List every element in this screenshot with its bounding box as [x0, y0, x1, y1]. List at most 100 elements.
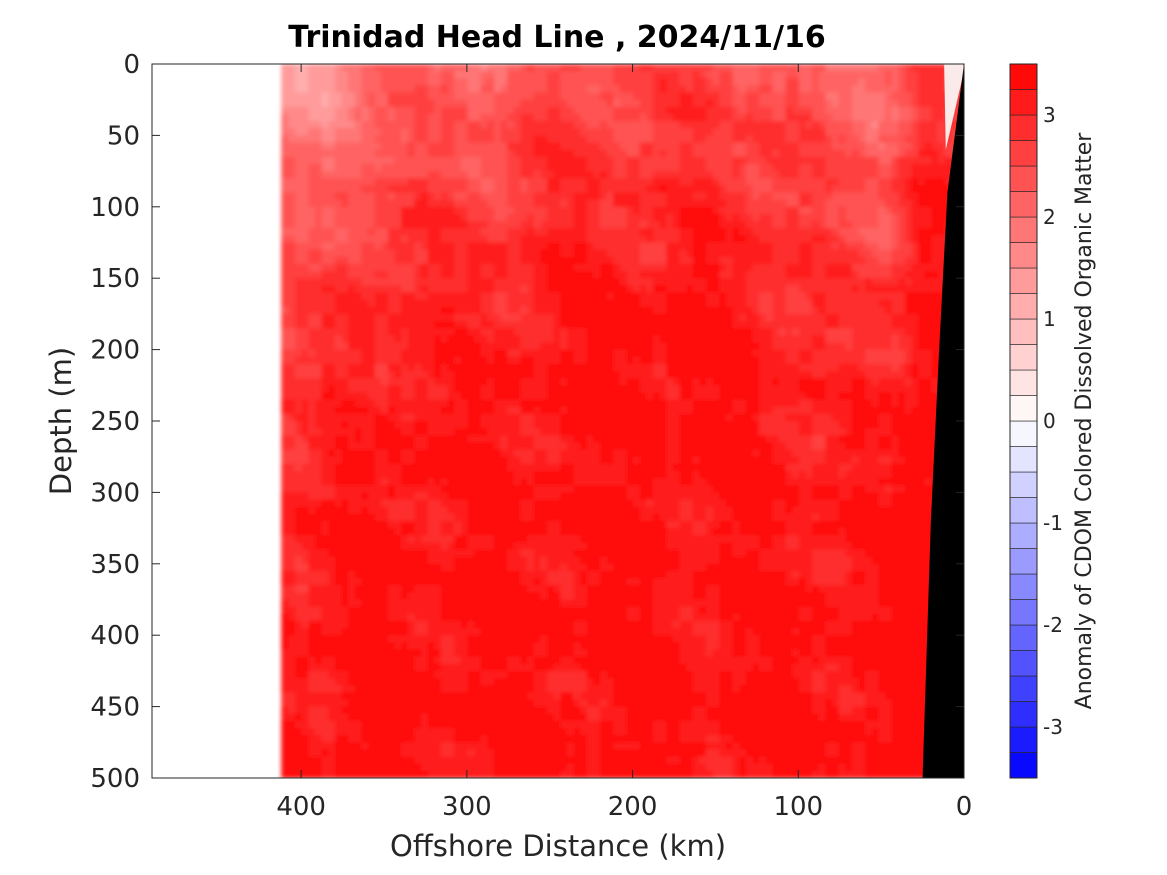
field-cell	[818, 613, 826, 622]
field-cell	[804, 249, 813, 258]
field-cell	[824, 135, 833, 144]
field-cell	[771, 470, 779, 479]
field-cell	[692, 64, 700, 72]
field-cell	[884, 378, 892, 386]
field-cell	[864, 285, 872, 294]
field-cell	[811, 592, 819, 601]
field-cell	[698, 742, 707, 751]
field-cell	[712, 406, 720, 415]
field-cell	[732, 406, 740, 415]
field-cell	[857, 485, 866, 493]
field-cell	[692, 156, 700, 165]
field-cell	[904, 478, 912, 486]
field-cell	[745, 199, 753, 208]
field-cell	[818, 121, 826, 129]
field-cell	[851, 720, 859, 729]
field-cell	[904, 242, 912, 251]
field-cell	[659, 313, 667, 322]
field-cell	[884, 135, 892, 144]
field-cell	[778, 335, 786, 344]
field-cell	[785, 470, 793, 479]
field-cell	[692, 685, 700, 693]
field-cell	[732, 449, 740, 458]
field-cell	[897, 656, 905, 665]
field-cell	[811, 620, 819, 629]
field-cell	[891, 528, 899, 536]
field-cell	[864, 649, 872, 658]
field-cell	[678, 735, 687, 743]
field-cell	[652, 499, 660, 508]
field-cell	[804, 649, 813, 658]
field-cell	[732, 435, 740, 444]
field-cell	[818, 349, 826, 358]
field-cell	[718, 64, 726, 72]
field-cell	[851, 520, 859, 529]
field-cell	[639, 342, 647, 351]
field-cell	[818, 649, 826, 658]
field-cell	[652, 278, 660, 286]
field-cell	[678, 106, 687, 115]
field-cell	[857, 271, 866, 279]
field-cell	[930, 178, 939, 186]
field-cell	[771, 328, 779, 336]
field-cell	[712, 613, 720, 622]
field-cell	[778, 349, 786, 358]
field-cell	[904, 570, 912, 579]
field-cell	[745, 106, 753, 115]
field-cell	[698, 735, 707, 743]
field-cell	[732, 742, 740, 751]
field-cell	[751, 549, 760, 558]
field-cell	[771, 285, 779, 294]
field-cell	[778, 392, 786, 401]
field-cell	[765, 535, 773, 543]
field-cell	[745, 321, 753, 329]
field-cell	[678, 620, 687, 629]
field-cell	[692, 649, 700, 658]
field-cell	[891, 606, 899, 615]
field-cell	[758, 628, 766, 636]
field-cell	[672, 85, 680, 94]
field-cell	[877, 506, 886, 515]
field-cell	[844, 306, 852, 315]
field-cell	[930, 313, 939, 322]
field-cell	[758, 520, 766, 529]
field-cell	[917, 585, 925, 593]
field-cell	[665, 64, 673, 72]
field-cell	[725, 742, 733, 751]
field-cell	[652, 178, 660, 186]
field-cell	[639, 321, 647, 329]
field-cell	[930, 306, 939, 315]
plot-area: 400 300 200 100 0 05010015020025030035040045…	[90, 50, 972, 822]
field-cell	[771, 306, 779, 315]
field-cell	[877, 456, 886, 465]
field-cell	[791, 363, 799, 372]
field-cell	[910, 228, 919, 236]
field-cell	[665, 620, 673, 629]
field-cell	[785, 185, 793, 194]
field-cell	[751, 685, 760, 693]
field-cell	[877, 178, 886, 186]
field-cell	[791, 528, 799, 536]
field-cell	[877, 678, 886, 686]
field-cell	[818, 506, 826, 515]
field-cell	[705, 592, 713, 601]
field-cell	[864, 342, 872, 351]
field-cell	[765, 128, 773, 136]
field-cell	[685, 656, 693, 665]
field-cell	[632, 92, 640, 101]
field-cell	[692, 663, 700, 672]
field-cell	[864, 499, 872, 508]
field-cell	[897, 121, 905, 129]
field-cell	[652, 749, 660, 758]
field-cell	[838, 756, 846, 765]
field-cell	[904, 656, 912, 665]
field-cell	[871, 192, 879, 201]
field-cell	[884, 735, 892, 743]
field-cell	[804, 563, 813, 572]
field-cell	[738, 328, 746, 336]
field-cell	[871, 570, 879, 579]
field-cell	[771, 99, 779, 108]
field-cell	[891, 592, 899, 601]
field-cell	[917, 221, 925, 229]
field-cell	[632, 449, 640, 458]
